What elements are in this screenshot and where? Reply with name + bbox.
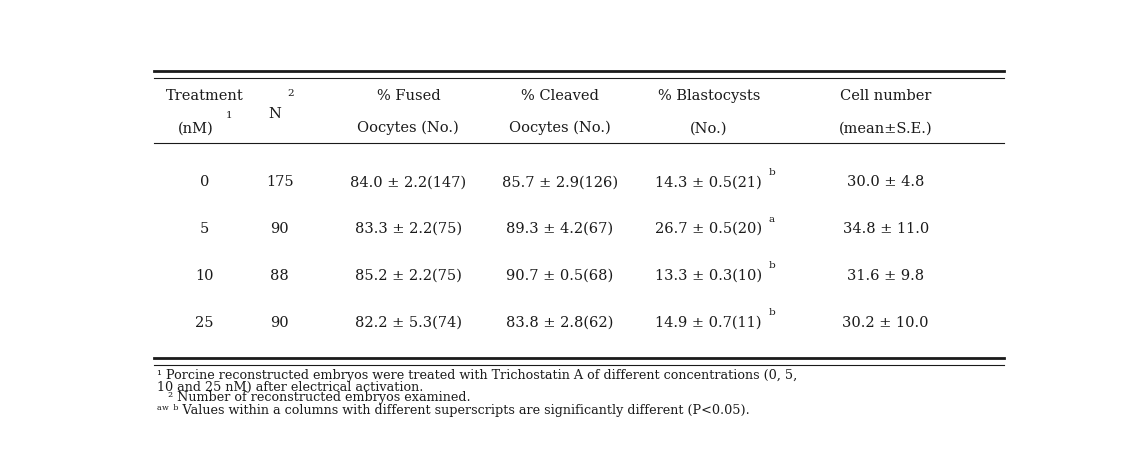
Text: (mean±S.E.): (mean±S.E.) <box>838 121 932 135</box>
Text: 34.8 ± 11.0: 34.8 ± 11.0 <box>843 222 929 236</box>
Text: a: a <box>768 214 775 224</box>
Text: % Fused: % Fused <box>376 89 441 103</box>
Text: 31.6 ± 9.8: 31.6 ± 9.8 <box>848 269 924 283</box>
Text: Oocytes (No.): Oocytes (No.) <box>357 121 459 135</box>
Text: 83.8 ± 2.8(62): 83.8 ± 2.8(62) <box>506 316 614 330</box>
Text: 13.3 ± 0.3(10): 13.3 ± 0.3(10) <box>655 269 763 283</box>
Text: 2: 2 <box>287 89 294 98</box>
Text: Treatment: Treatment <box>165 89 243 103</box>
Text: 83.3 ± 2.2(75): 83.3 ± 2.2(75) <box>355 222 462 236</box>
Text: 84.0 ± 2.2(147): 84.0 ± 2.2(147) <box>350 176 467 189</box>
Text: ¹ Porcine reconstructed embryos were treated with Trichostatin A of different co: ¹ Porcine reconstructed embryos were tre… <box>157 369 798 381</box>
Text: 1: 1 <box>226 111 232 120</box>
Text: 90: 90 <box>270 316 289 330</box>
Text: 85.2 ± 2.2(75): 85.2 ± 2.2(75) <box>355 269 462 283</box>
Text: % Blastocysts: % Blastocysts <box>658 89 759 103</box>
Text: N: N <box>268 107 280 121</box>
Text: % Cleaved: % Cleaved <box>521 89 599 103</box>
Text: 175: 175 <box>266 176 294 189</box>
Text: 82.2 ± 5.3(74): 82.2 ± 5.3(74) <box>355 316 462 330</box>
Text: 14.3 ± 0.5(21): 14.3 ± 0.5(21) <box>655 176 762 189</box>
Text: 88: 88 <box>270 269 289 283</box>
Text: 30.0 ± 4.8: 30.0 ± 4.8 <box>848 176 924 189</box>
Text: 10 and 25 nM) after electrical activation.: 10 and 25 nM) after electrical activatio… <box>157 380 424 394</box>
Text: b: b <box>768 308 775 317</box>
Text: 90.7 ± 0.5(68): 90.7 ± 0.5(68) <box>506 269 614 283</box>
Text: 0: 0 <box>200 176 209 189</box>
Text: b: b <box>768 262 775 271</box>
Text: b: b <box>768 168 775 177</box>
Text: ᵃʷ ᵇ Values within a columns with different superscripts are significantly diffe: ᵃʷ ᵇ Values within a columns with differ… <box>157 403 750 417</box>
Text: 14.9 ± 0.7(11): 14.9 ± 0.7(11) <box>655 316 762 330</box>
Text: (No.): (No.) <box>690 121 728 135</box>
Text: Cell number: Cell number <box>840 89 931 103</box>
Text: 26.7 ± 0.5(20): 26.7 ± 0.5(20) <box>655 222 763 236</box>
Text: 90: 90 <box>270 222 289 236</box>
Text: 5: 5 <box>200 222 209 236</box>
Text: 85.7 ± 2.9(126): 85.7 ± 2.9(126) <box>502 176 618 189</box>
Text: Oocytes (No.): Oocytes (No.) <box>508 121 610 135</box>
Text: 10: 10 <box>195 269 214 283</box>
Text: 89.3 ± 4.2(67): 89.3 ± 4.2(67) <box>506 222 614 236</box>
Text: 25: 25 <box>195 316 214 330</box>
Text: 30.2 ± 10.0: 30.2 ± 10.0 <box>842 316 929 330</box>
Text: ² Number of reconstructed embryos examined.: ² Number of reconstructed embryos examin… <box>167 391 470 404</box>
Text: (nM): (nM) <box>177 121 214 135</box>
